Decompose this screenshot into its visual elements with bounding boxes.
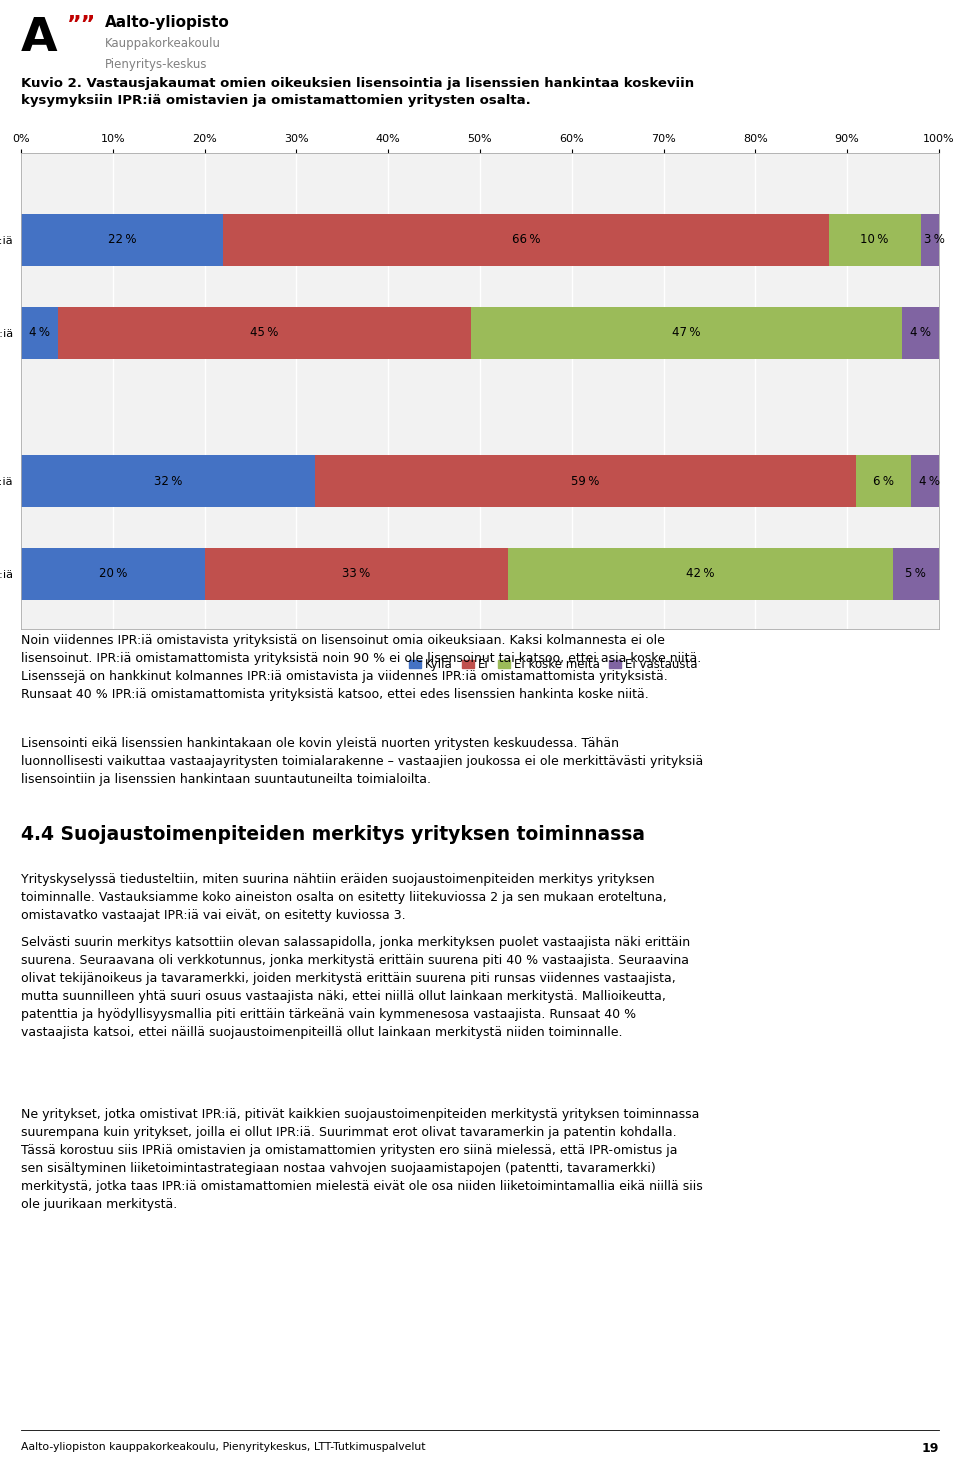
Bar xyxy=(911,455,948,507)
Text: 5 %: 5 % xyxy=(905,567,926,581)
Text: 33 %: 33 % xyxy=(342,567,371,581)
Bar xyxy=(893,548,939,600)
Text: Aalto-yliopiston kauppakorkeakoulu, Pienyritykeskus, LTT-Tutkimuspalvelut: Aalto-yliopiston kauppakorkeakoulu, Pien… xyxy=(21,1442,425,1452)
Text: Yrityskyselyssä tiedusteltiin, miten suurina nähtiin eräiden suojaustoimenpiteid: Yrityskyselyssä tiedusteltiin, miten suu… xyxy=(21,873,667,921)
Bar xyxy=(21,548,204,600)
Text: Kuvio 2. Vastausjakaumat omien oikeuksien lisensointia ja lisenssien hankintaa k: Kuvio 2. Vastausjakaumat omien oikeuksie… xyxy=(21,77,694,108)
Text: 3 %: 3 % xyxy=(924,233,945,246)
Text: 32 %: 32 % xyxy=(154,475,182,488)
Bar xyxy=(470,307,902,358)
Text: 22 %: 22 % xyxy=(108,233,136,246)
Bar xyxy=(921,214,948,265)
Text: 4 %: 4 % xyxy=(920,475,940,488)
Bar xyxy=(828,214,921,265)
Text: 19: 19 xyxy=(922,1442,939,1455)
Text: Lisensointi eikä lisenssien hankintakaan ole kovin yleistä nuorten yritysten kes: Lisensointi eikä lisenssien hankintakaan… xyxy=(21,737,704,786)
Bar xyxy=(856,455,911,507)
Bar xyxy=(21,307,58,358)
Text: 4.4 Suojaustoimenpiteiden merkitys yrityksen toiminnassa: 4.4 Suojaustoimenpiteiden merkitys yrity… xyxy=(21,825,645,845)
Text: 45 %: 45 % xyxy=(251,326,278,339)
Legend: Kyllä, Ei, Ei koske meitä, Ei vastausta: Kyllä, Ei, Ei koske meitä, Ei vastausta xyxy=(404,653,703,677)
Text: Selvästi suurin merkitys katsottiin olevan salassapidolla, jonka merkityksen puo: Selvästi suurin merkitys katsottiin olev… xyxy=(21,936,690,1039)
Text: 6 %: 6 % xyxy=(874,475,895,488)
Text: Kauppakorkeakoulu: Kauppakorkeakoulu xyxy=(106,37,221,50)
Text: 4 %: 4 % xyxy=(29,326,50,339)
Text: 47 %: 47 % xyxy=(672,326,701,339)
Text: 42 %: 42 % xyxy=(686,567,714,581)
Bar xyxy=(58,307,470,358)
Text: ””: ”” xyxy=(66,15,96,35)
Bar xyxy=(21,214,223,265)
Text: Ne yritykset, jotka omistivat IPR:iä, pitivät kaikkien suojaustoimenpiteiden mer: Ne yritykset, jotka omistivat IPR:iä, pi… xyxy=(21,1108,703,1212)
Text: Pienyritys­keskus: Pienyritys­keskus xyxy=(106,57,207,71)
Bar xyxy=(223,214,828,265)
Bar xyxy=(902,307,939,358)
Text: 4 %: 4 % xyxy=(910,326,931,339)
Bar xyxy=(508,548,893,600)
Text: A: A xyxy=(21,16,58,60)
Bar xyxy=(204,548,508,600)
Text: 66 %: 66 % xyxy=(512,233,540,246)
Text: 10 %: 10 % xyxy=(860,233,889,246)
Text: Aalto-yliopisto: Aalto-yliopisto xyxy=(106,15,229,29)
Text: Noin viidennes IPR:iä omistavista yrityksistä on lisensoinut omia oikeuksiaan. K: Noin viidennes IPR:iä omistavista yrityk… xyxy=(21,634,702,700)
Text: 59 %: 59 % xyxy=(571,475,600,488)
Bar xyxy=(21,455,315,507)
Text: 20 %: 20 % xyxy=(99,567,127,581)
Bar xyxy=(315,455,856,507)
